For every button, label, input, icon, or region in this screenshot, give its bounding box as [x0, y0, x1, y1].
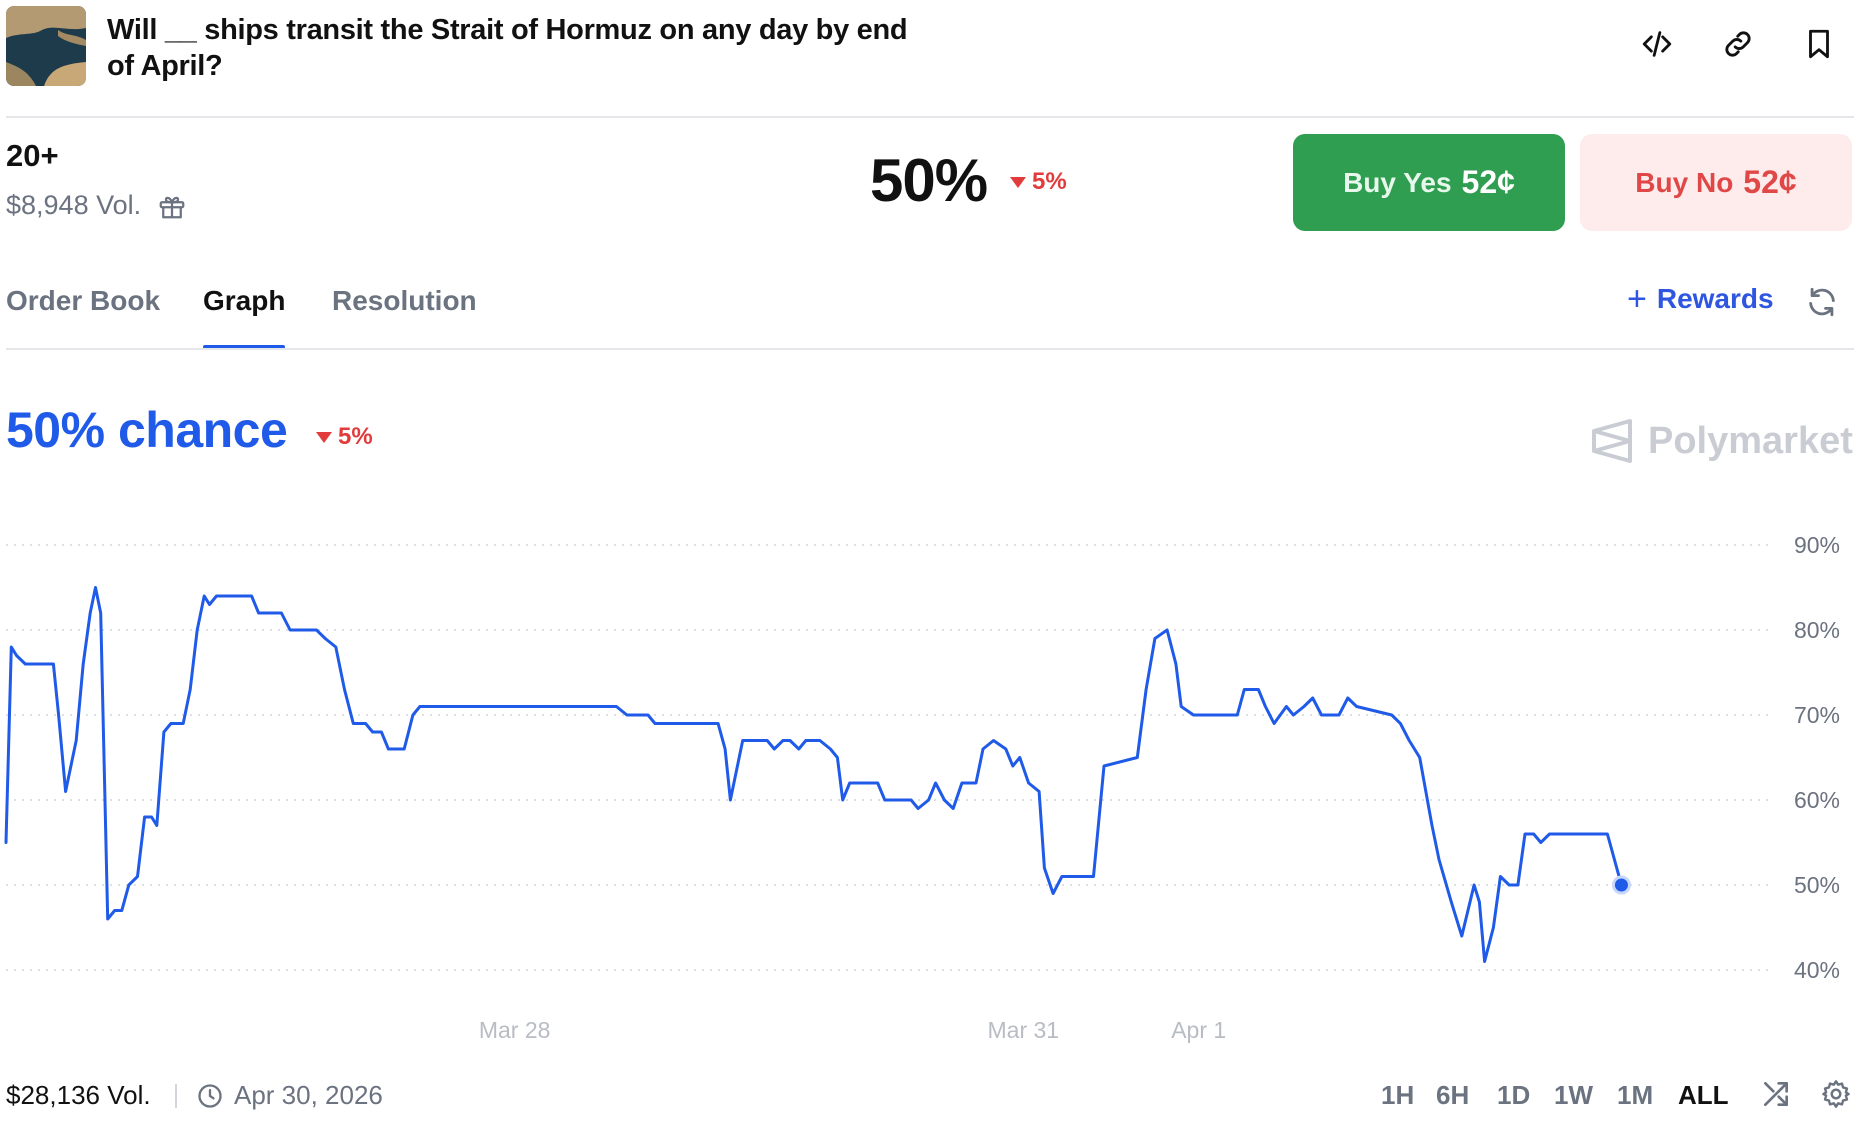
shuffle-icon[interactable] [1760, 1078, 1792, 1110]
y-tick-label: 70% [1794, 702, 1840, 728]
refresh-icon[interactable] [1805, 285, 1839, 319]
chance-change-value: 5% [338, 423, 373, 450]
chart-x-axis: Mar 28 Mar 31 Apr 1 [479, 1017, 1226, 1043]
probability-chart[interactable]: 90% 80% 70% 60% 50% 40% Mar 28 Mar 31 Apr 1 [0, 510, 1860, 1050]
rewards-label: Rewards [1656, 283, 1774, 314]
end-date: Apr 30, 2026 [196, 1080, 383, 1111]
tab-graph[interactable]: Graph [203, 285, 286, 316]
range-1w[interactable]: 1W [1554, 1080, 1593, 1110]
chance-change: 5% [316, 423, 373, 451]
x-tick-label: Apr 1 [1171, 1017, 1226, 1043]
chance-headline: 50% chance [6, 402, 288, 458]
y-tick-label: 60% [1794, 787, 1840, 813]
y-tick-label: 90% [1794, 532, 1840, 558]
link-icon[interactable] [1716, 22, 1760, 66]
current-probability: 50% [870, 147, 988, 214]
buy-no-label: Buy No [1635, 166, 1734, 198]
market-title: Will __ ships transit the Strait of Horm… [107, 14, 908, 82]
bookmark-icon[interactable] [1797, 22, 1841, 66]
x-tick-label: Mar 31 [988, 1017, 1060, 1043]
down-triangle-icon [1010, 176, 1026, 188]
buy-yes-price: 52¢ [1461, 164, 1515, 200]
range-all[interactable]: ALL [1678, 1080, 1729, 1110]
y-tick-label: 50% [1794, 872, 1840, 898]
y-tick-label: 80% [1794, 617, 1840, 643]
y-tick-label: 40% [1794, 957, 1840, 983]
active-tab-indicator [203, 345, 285, 349]
clock-icon [198, 1083, 222, 1108]
tab-resolution[interactable]: Resolution [332, 285, 477, 316]
tab-order-book[interactable]: Order Book [6, 285, 161, 316]
range-1d[interactable]: 1D [1497, 1080, 1531, 1110]
polymarket-watermark: Polymarket [1590, 417, 1853, 465]
probability-change-value: 5% [1032, 168, 1067, 195]
buy-no-price: 52¢ [1743, 164, 1797, 200]
gift-icon[interactable] [157, 191, 187, 221]
probability-change: 5% [1010, 168, 1067, 196]
market-volume: $8,948 Vol. [6, 190, 187, 221]
end-date-text: Apr 30, 2026 [234, 1080, 383, 1110]
total-volume: $28,136 Vol. [6, 1080, 151, 1110]
chart-y-axis: 90% 80% 70% 60% 50% 40% [1794, 532, 1840, 983]
outcome-label: 20+ [6, 138, 59, 173]
header-divider [6, 116, 1854, 118]
range-1m[interactable]: 1M [1617, 1080, 1654, 1110]
tabs-divider [6, 348, 1854, 350]
current-value-marker [1611, 875, 1631, 895]
settings-gear-icon[interactable] [1820, 1078, 1852, 1110]
watermark-text: Polymarket [1648, 419, 1853, 462]
range-6h[interactable]: 6H [1436, 1080, 1470, 1110]
rewards-button[interactable]: + Rewards [1627, 280, 1774, 318]
plus-icon: + [1627, 280, 1647, 318]
probability-series-line [4, 586, 1623, 963]
market-thumbnail [6, 6, 86, 86]
polymarket-logo-icon [1592, 419, 1632, 463]
down-triangle-icon [316, 431, 332, 443]
buy-no-button[interactable]: Buy No 52¢ [1580, 134, 1852, 231]
x-tick-label: Mar 28 [479, 1017, 551, 1043]
market-volume-text: $8,948 Vol. [6, 190, 142, 220]
embed-code-icon[interactable] [1635, 22, 1679, 66]
chart-gridlines [6, 544, 1770, 971]
buy-yes-label: Buy Yes [1343, 166, 1452, 198]
range-1h[interactable]: 1H [1381, 1080, 1415, 1110]
footer-separator [175, 1084, 177, 1108]
buy-yes-button[interactable]: Buy Yes 52¢ [1293, 134, 1565, 231]
